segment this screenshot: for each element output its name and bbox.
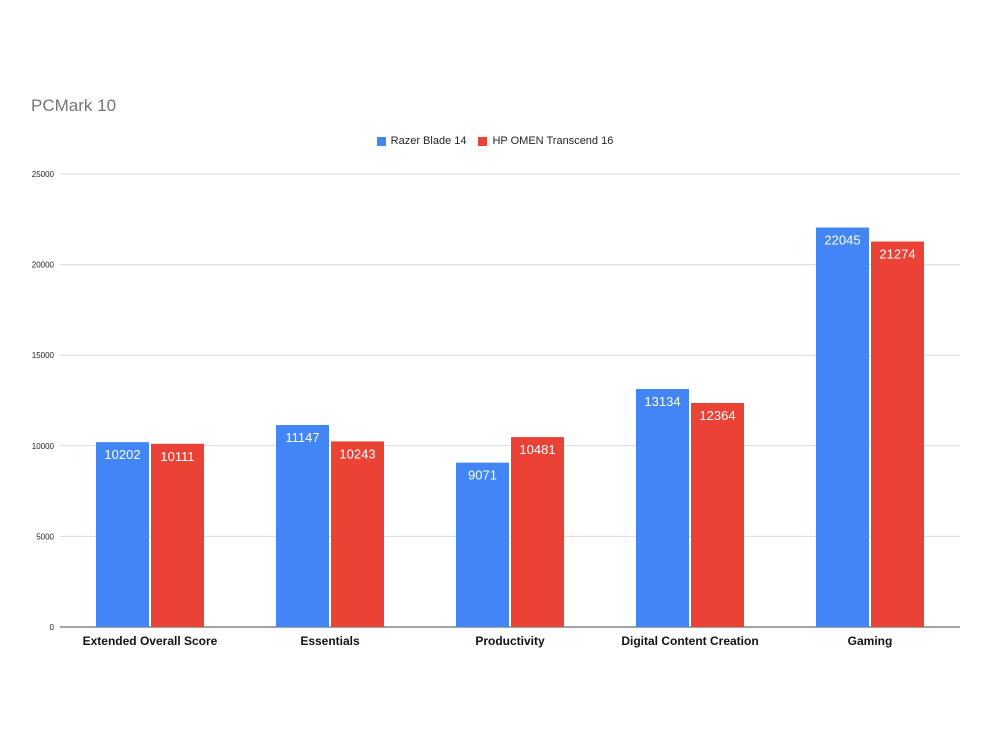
x-tick-label: Productivity <box>475 634 545 648</box>
x-tick-label: Digital Content Creation <box>621 634 758 648</box>
legend-item-hp: HP OMEN Transcend 16 <box>478 135 613 147</box>
bar <box>871 241 924 627</box>
data-label: 11147 <box>285 430 319 445</box>
bar <box>816 227 869 627</box>
x-tick-label: Extended Overall Score <box>83 634 218 648</box>
data-label: 10481 <box>519 442 555 457</box>
legend-swatch-razer <box>376 136 386 146</box>
data-label: 22045 <box>824 233 860 248</box>
data-label: 10111 <box>160 449 194 464</box>
y-tick-label: 5000 <box>36 532 54 541</box>
data-label: 9071 <box>468 468 497 483</box>
legend-swatch-hp <box>478 136 488 146</box>
bar <box>691 402 744 627</box>
bar <box>331 441 384 627</box>
x-tick-label: Gaming <box>848 634 893 648</box>
bar <box>636 389 689 627</box>
data-label: 10202 <box>104 447 140 462</box>
y-tick-label: 0 <box>50 623 55 632</box>
y-tick-label: 20000 <box>32 261 55 270</box>
data-label: 10243 <box>339 446 375 461</box>
legend-item-razer: Razer Blade 14 <box>376 135 467 147</box>
y-tick-label: 15000 <box>32 351 55 360</box>
y-tick-label: 25000 <box>32 170 55 179</box>
x-tick-label: Essentials <box>300 634 360 648</box>
bar <box>456 462 509 627</box>
chart-title: PCMark 10 <box>31 96 117 115</box>
bar <box>96 442 149 627</box>
legend: Razer Blade 14 HP OMEN Transcend 16 <box>0 135 990 147</box>
legend-label-razer: Razer Blade 14 <box>390 135 467 147</box>
data-label: 12364 <box>699 408 735 423</box>
data-label: 13134 <box>644 394 680 409</box>
bar <box>276 425 329 627</box>
legend-label-hp: HP OMEN Transcend 16 <box>492 135 614 147</box>
bar <box>151 443 204 627</box>
data-label: 21274 <box>879 247 915 262</box>
bar <box>511 437 564 627</box>
y-tick-label: 10000 <box>32 442 55 451</box>
